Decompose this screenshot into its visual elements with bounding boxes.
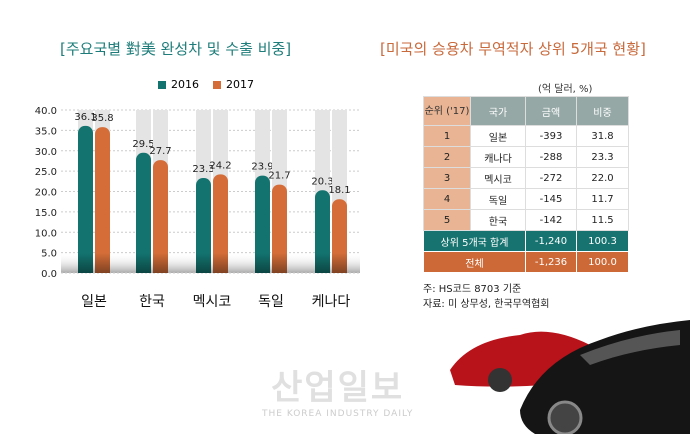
legend-2016: 2016	[158, 78, 199, 91]
header-amount: 금액	[525, 96, 577, 126]
x-tick-label: 한국	[139, 294, 165, 310]
cell: 100.3	[576, 230, 629, 252]
bar-2016	[196, 178, 211, 273]
cell: -288	[525, 146, 577, 168]
bar-shade	[196, 253, 211, 273]
x-tick-label: 멕시코	[193, 294, 232, 310]
cell: 독일	[470, 188, 526, 210]
cell: -145	[525, 188, 577, 210]
bar-2017	[153, 160, 168, 273]
data-label: 27.7	[149, 146, 171, 157]
table-header: 순위 ('17) 국가 금액 비중	[423, 96, 629, 126]
cell: 캐나다	[470, 146, 526, 168]
watermark-sub: THE KOREA INDUSTRY DAILY	[262, 409, 414, 419]
bar-shade	[78, 253, 93, 273]
bar-shade	[255, 253, 270, 273]
data-label: 23.3	[192, 164, 214, 175]
y-tick-label: 10.0	[35, 228, 57, 239]
legend: 2016 2017	[158, 78, 254, 91]
cell: 100.0	[576, 251, 629, 273]
table-row: 1 일본 -393 31.8	[423, 125, 629, 147]
cell: -272	[525, 167, 577, 189]
cell: 4	[423, 188, 471, 210]
sum-row: 상위 5개국 합계 -1,240 100.3	[423, 230, 629, 252]
chart-title: [주요국별 對美 완성차 및 수출 비중]	[60, 40, 292, 58]
bar-shade	[153, 253, 168, 273]
bar-2016	[136, 152, 151, 273]
cell: 22.0	[576, 167, 629, 189]
bar-2017	[213, 174, 228, 273]
table-title: [미국의 승용차 무역적자 상위 5개국 현황]	[380, 40, 646, 58]
data-label: 24.2	[209, 160, 231, 171]
cell: 일본	[470, 125, 526, 147]
y-tick-label: 40.0	[35, 106, 57, 117]
watermark: 산업일보 THE KOREA INDUSTRY DAILY	[262, 360, 413, 419]
car-image	[450, 320, 690, 434]
cell: 11.5	[576, 209, 629, 231]
watermark-logo: 산업일보	[271, 368, 405, 408]
bar-2017	[272, 184, 287, 273]
cell: 2	[423, 146, 471, 168]
cell: 23.3	[576, 146, 629, 168]
bar-shade	[95, 253, 110, 273]
cell: 1	[423, 125, 471, 147]
y-tick-label: 35.0	[35, 126, 57, 137]
data-label: 20.3	[311, 176, 333, 187]
cell: 11.7	[576, 188, 629, 210]
bar-2016	[315, 190, 330, 273]
bar-2016	[255, 175, 270, 273]
data-label: 21.7	[268, 171, 290, 182]
unit-label: (억 달러, %)	[538, 84, 593, 95]
data-label: 18.1	[328, 185, 350, 196]
table-row: 4 독일 -145 11.7	[423, 188, 629, 210]
cell: 3	[423, 167, 471, 189]
y-tick-label: 30.0	[35, 147, 57, 158]
bar-2016	[78, 125, 93, 273]
data-label: 23.9	[251, 162, 273, 173]
header-share: 비중	[576, 96, 629, 126]
y-tick-label: 15.0	[35, 208, 57, 219]
cell: 전체	[423, 251, 526, 273]
y-tick-label: 5.0	[41, 249, 57, 260]
data-label: 35.8	[91, 113, 113, 124]
cell: -142	[525, 209, 577, 231]
table-row: 2 캐나다 -288 23.3	[423, 146, 629, 168]
bar-shade	[315, 253, 330, 273]
total-row: 전체 -1,236 100.0	[423, 251, 629, 273]
data-label: 36.1	[74, 112, 96, 123]
cell: -1,236	[525, 251, 577, 273]
legend-label: 2016	[171, 78, 199, 91]
cell: 한국	[470, 209, 526, 231]
bar-shade	[272, 253, 287, 273]
cell: 상위 5개국 합계	[423, 230, 526, 252]
bar-shade	[332, 253, 347, 273]
note: 주: HS코드 8703 기준	[423, 284, 522, 295]
legend-2017: 2017	[213, 78, 254, 91]
header-rank: 순위 ('17)	[423, 96, 471, 126]
cell: -1,240	[525, 230, 577, 252]
cell: 31.8	[576, 125, 629, 147]
y-tick-label: 0.0	[41, 269, 57, 280]
cell: 5	[423, 209, 471, 231]
table-row: 3 멕시코 -272 22.0	[423, 167, 629, 189]
y-tick-label: 25.0	[35, 167, 57, 178]
table-row: 5 한국 -142 11.5	[423, 209, 629, 231]
bar-shade	[136, 253, 151, 273]
y-tick-label: 20.0	[35, 188, 57, 199]
bar-chart: 0.0 5.0 10.0 15.0 20.0 25.0 30.0 35.0 40.0 36.135…	[35, 106, 360, 310]
trade-deficit-table: 순위 ('17) 국가 금액 비중 1 일본 -393 31.8 2 캐나다 -288 23.…	[423, 96, 629, 273]
x-tick-label: 케나다	[312, 294, 351, 310]
x-tick-label: 독일	[258, 294, 284, 310]
cell: -393	[525, 125, 577, 147]
bar-2017	[95, 127, 110, 273]
cell: 멕시코	[470, 167, 526, 189]
x-tick-label: 일본	[81, 294, 107, 310]
header-country: 국가	[470, 96, 526, 126]
notes: 주: HS코드 8703 기준 자료: 미 상무성, 한국무역협회	[423, 282, 549, 312]
source: 자료: 미 상무성, 한국무역협회	[423, 299, 550, 310]
legend-label: 2017	[226, 78, 254, 91]
bar-shade	[213, 253, 228, 273]
data-label: 29.5	[132, 139, 154, 150]
